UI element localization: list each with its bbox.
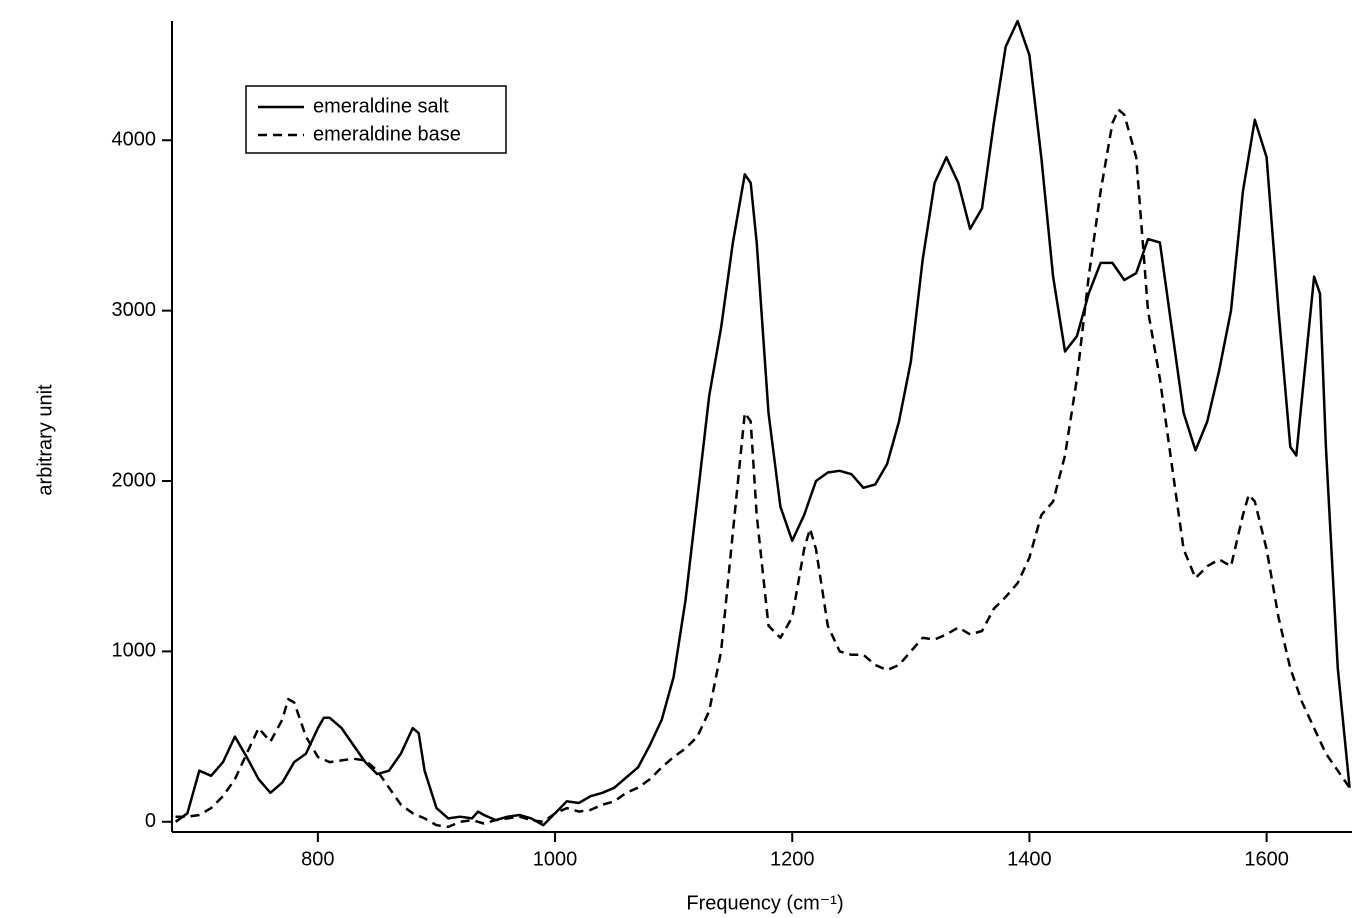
y-tick-label: 1000 — [112, 640, 157, 662]
y-tick-label: 0 — [145, 810, 156, 832]
x-tick-label: 1600 — [1244, 848, 1289, 870]
series-line — [174, 19, 1351, 827]
legend-label: emeraldine base — [313, 123, 461, 145]
y-tick-label: 2000 — [112, 469, 157, 491]
legend-box — [245, 85, 507, 154]
y-tick-label: 4000 — [112, 129, 157, 151]
x-tick-label: 1000 — [533, 848, 578, 870]
y-tick-label: 3000 — [112, 299, 157, 321]
y-axis-label: arbitrary unit — [34, 384, 56, 496]
x-tick-label: 800 — [301, 848, 334, 870]
x-tick-label: 1400 — [1007, 848, 1052, 870]
legend-label: emeraldine salt — [313, 95, 449, 117]
x-axis-label: Frequency (cm⁻¹) — [686, 892, 843, 914]
x-tick-label: 1200 — [770, 848, 815, 870]
series-line — [175, 108, 1351, 829]
